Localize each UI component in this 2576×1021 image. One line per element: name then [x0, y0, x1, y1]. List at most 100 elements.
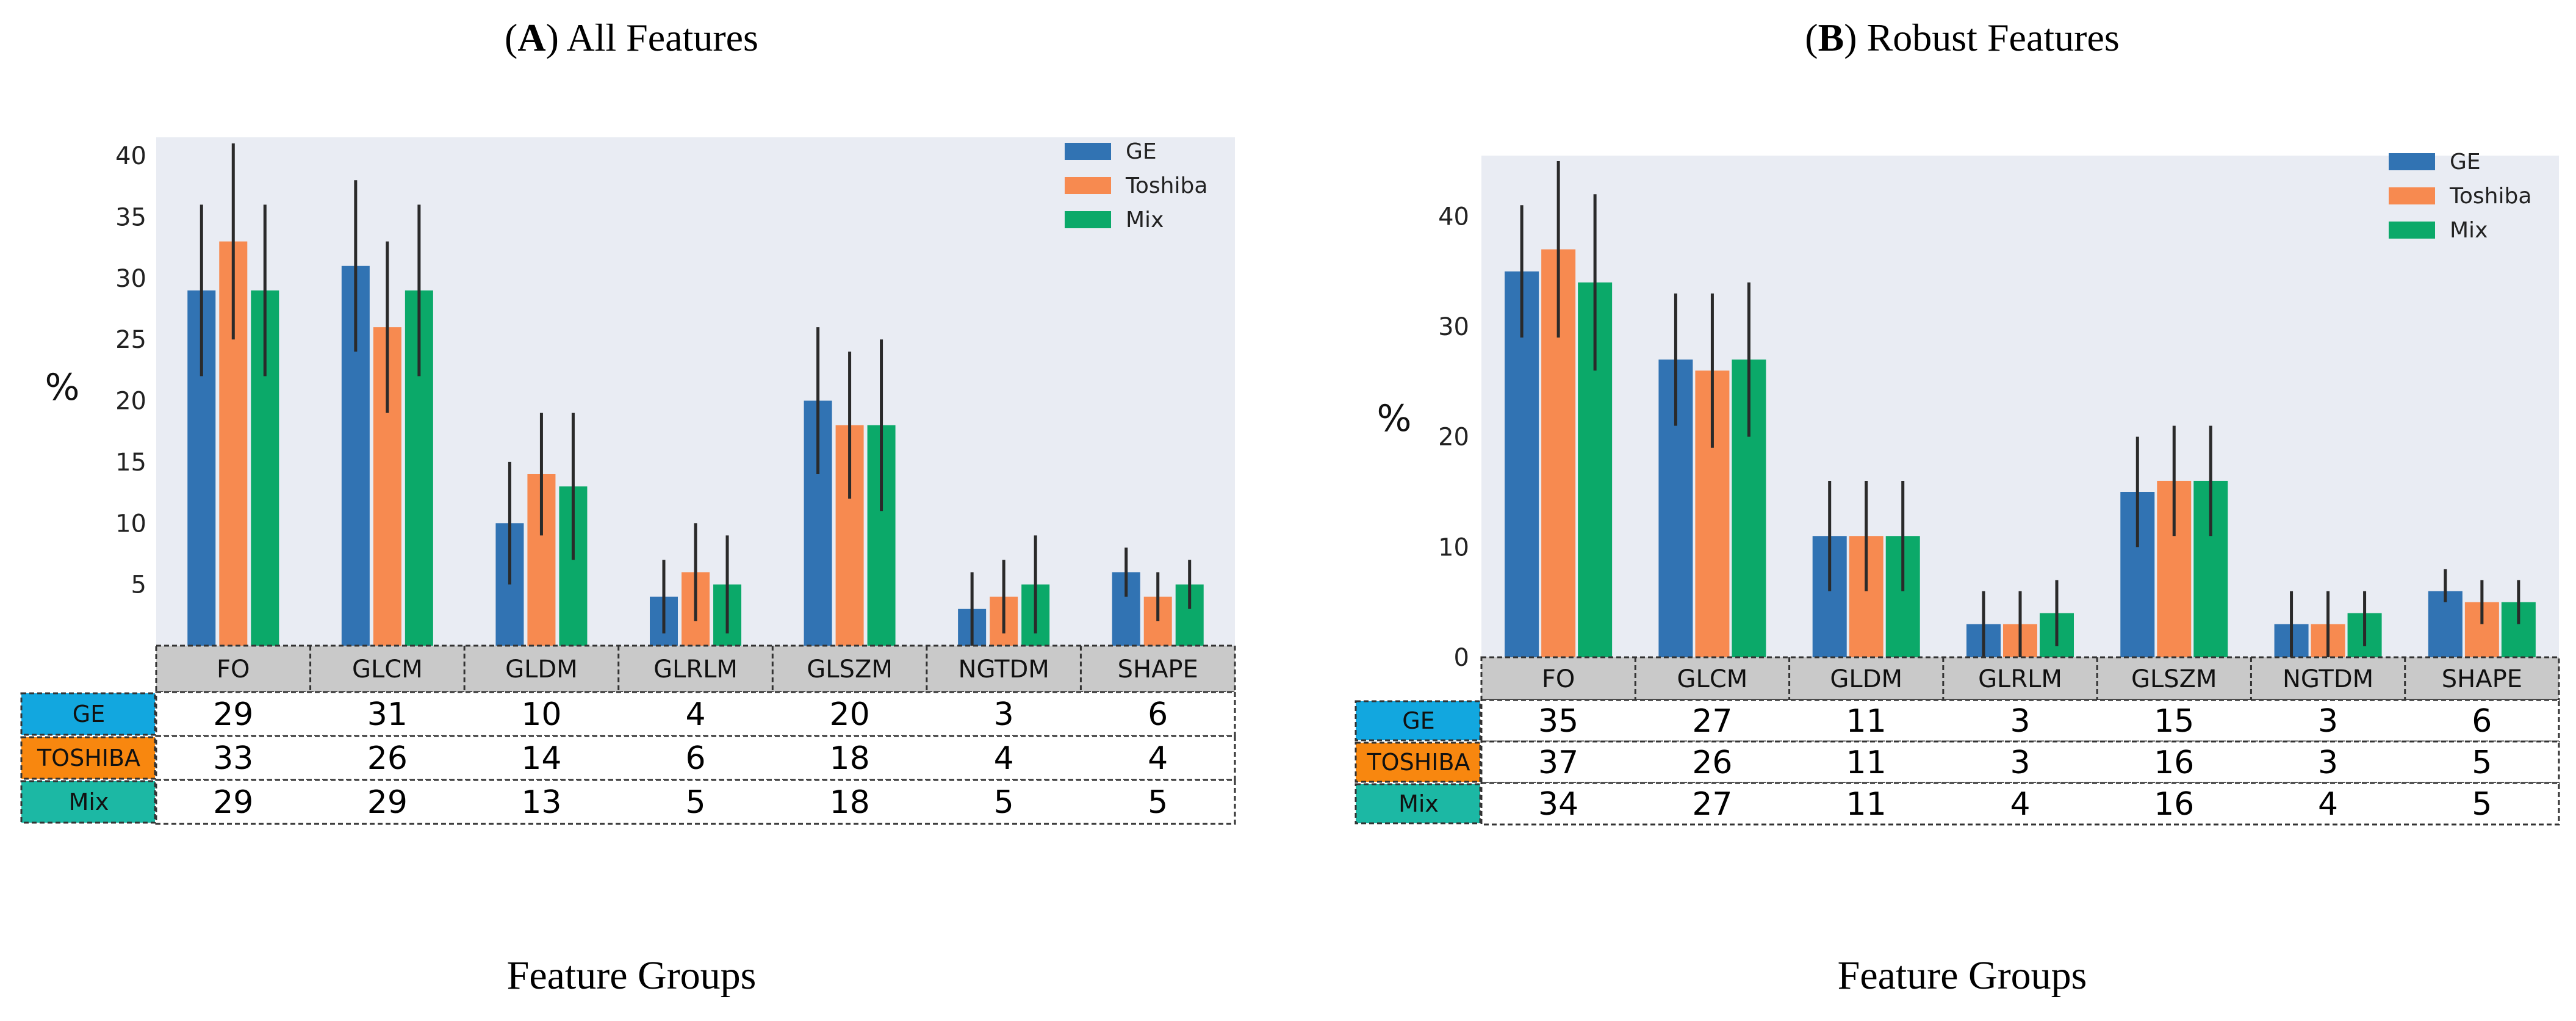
table-header-a [155, 644, 1236, 693]
table-cell-b: 16 [2154, 745, 2194, 781]
table-cell-a: 29 [213, 696, 253, 733]
table-row-label-bg-a [20, 780, 156, 824]
legend-swatch-b-mix [2389, 222, 2435, 239]
table-cell-b: 15 [2154, 703, 2194, 740]
table-cell-a: 3 [994, 696, 1014, 733]
table-row-b [1480, 740, 2560, 784]
legend-swatch-b-ge [2389, 153, 2435, 170]
table-cell-a: 18 [829, 740, 869, 777]
table-cell-a: 4 [685, 696, 705, 733]
y-tick-label-a: 25 [115, 326, 146, 354]
panel-b-title: (B) Robust Features [1805, 16, 2120, 59]
panel-b-ylabel: % [1376, 397, 1411, 440]
panel-b-title-text: Robust Features [1867, 16, 2120, 59]
panel-b: (B) Robust Features % Feature Groups 0 10… [1355, 16, 2560, 998]
table-cell-a: 14 [521, 740, 561, 777]
table-cell-a: 5 [994, 784, 1014, 821]
table-cell-a: 6 [1148, 696, 1168, 733]
table-cell-a: 5 [685, 784, 705, 821]
table-cell-b: 37 [1538, 745, 1578, 781]
y-tick-label-a: 5 [131, 571, 146, 599]
x-tick-label-a-fo: FO [217, 655, 250, 684]
table-cell-b: 27 [1692, 703, 1732, 740]
table-cell-a: 31 [367, 696, 408, 733]
panel-a-title-text: All Features [566, 16, 758, 59]
y-tick-label-a: 35 [115, 203, 146, 231]
legend-label-a-ge: GE [1126, 139, 1157, 164]
table-cell-a: 26 [367, 740, 408, 777]
y-tick-label-b: 0 [1454, 644, 1469, 672]
legend-label-b-toshiba: Toshiba [2449, 184, 2531, 209]
table-cell-b: 3 [2010, 703, 2030, 740]
y-tick-label-b: 20 [1438, 424, 1469, 452]
x-tick-label-a-shape: SHAPE [1118, 655, 1198, 684]
table-cell-b: 11 [1846, 786, 1887, 823]
panel-b-xlabel: Feature Groups [1838, 953, 2087, 998]
x-tick-label-a-glszm: GLSZM [807, 655, 893, 684]
x-tick-label-b-glszm: GLSZM [2131, 665, 2217, 693]
table-row-b [1480, 782, 2560, 826]
x-tick-label-b-ngtdm: NGTDM [2283, 665, 2373, 693]
panel-a-xlabel: Feature Groups [507, 953, 757, 998]
table-cell-b: 26 [1692, 745, 1732, 781]
table-row-label-bg-a [20, 692, 156, 736]
table-cell-a: 20 [829, 696, 869, 733]
table-cell-a: 29 [367, 784, 408, 821]
table-cell-a: 4 [1148, 740, 1168, 777]
legend-label-a-mix: Mix [1126, 207, 1164, 233]
y-tick-label-b: 40 [1438, 203, 1469, 231]
y-tick-label-a: 10 [115, 510, 146, 538]
table-cell-b: 3 [2318, 703, 2338, 740]
table-header-b [1480, 656, 2560, 701]
y-tick-label-a: 15 [115, 449, 146, 477]
table-cell-b: 6 [2472, 703, 2492, 740]
panel-b-plot: 0 10 20 30 40 GE Toshiba Mix FO GLCM GLDM GLRLM GLSZ… [1355, 150, 2560, 826]
table-row-label-b: TOSHIBA [1366, 749, 1470, 776]
table-cell-a: 29 [213, 784, 253, 821]
table-cell-b: 4 [2010, 786, 2030, 823]
panel-b-letter: B [1818, 16, 1844, 59]
table-row-label-b: GE [1402, 707, 1434, 734]
x-tick-label-b-glcm: GLCM [1677, 665, 1748, 693]
table-cell-b: 3 [2318, 745, 2338, 781]
y-tick-label-a: 40 [115, 142, 146, 170]
legend-swatch-a-toshiba [1065, 177, 1111, 194]
table-cell-b: 3 [2010, 745, 2030, 781]
table-row-label-bg-b [1355, 783, 1481, 824]
table-cell-a: 13 [521, 784, 561, 821]
table-row-label-bg-b [1355, 700, 1481, 741]
legend-swatch-a-ge [1065, 143, 1111, 160]
table-cell-b: 4 [2318, 786, 2338, 823]
panel-a: (A) All Features % Feature Groups 5 10 15 2… [20, 16, 1236, 998]
table-row-label-a: Mix [69, 788, 109, 815]
y-tick-label-a: 30 [115, 265, 146, 293]
table-row-label-a: TOSHIBA [37, 745, 140, 771]
x-tick-label-a-glcm: GLCM [352, 655, 423, 684]
x-tick-label-a-gldm: GLDM [505, 655, 578, 684]
table-cell-a: 4 [994, 740, 1014, 777]
panel-a-letter: A [517, 16, 545, 59]
legend-label-a-toshiba: Toshiba [1125, 173, 1207, 198]
table-cell-a: 5 [1148, 784, 1168, 821]
y-tick-label-b: 30 [1438, 313, 1469, 341]
table-row-label-b: Mix [1398, 790, 1439, 817]
table-cell-b: 34 [1538, 786, 1578, 823]
table-cell-a: 33 [213, 740, 253, 777]
table-row-label-bg-a [20, 736, 156, 780]
y-tick-label-a: 20 [115, 388, 146, 416]
table-cell-b: 16 [2154, 786, 2194, 823]
panel-a-title: (A) All Features [505, 16, 758, 59]
y-tick-label-b: 10 [1438, 533, 1469, 561]
table-row-label-bg-b [1355, 741, 1481, 783]
table-cell-b: 11 [1846, 703, 1887, 740]
table-cell-a: 10 [521, 696, 561, 733]
legend-swatch-a-mix [1065, 211, 1111, 228]
legend-swatch-b-toshiba [2389, 187, 2435, 204]
x-tick-label-a-ngtdm: NGTDM [959, 655, 1049, 684]
x-tick-label-b-fo: FO [1542, 665, 1575, 693]
table-cell-a: 6 [685, 740, 705, 777]
table-cell-b: 11 [1846, 745, 1887, 781]
table-cell-b: 35 [1538, 703, 1578, 740]
